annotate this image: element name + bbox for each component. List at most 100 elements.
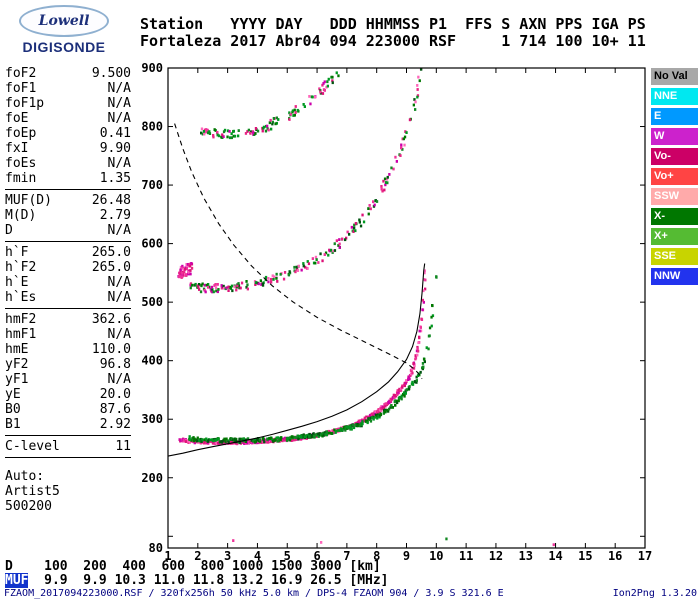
logo-brand-text: Lowell [38, 13, 90, 29]
param-label: fmin [5, 171, 37, 186]
svg-text:900: 900 [141, 61, 163, 75]
legend-item-e: E [651, 108, 698, 125]
param-value: N/A [107, 223, 131, 238]
legend-item-sse: SSE [651, 248, 698, 265]
param-row-fof1: foF1 N/A [5, 81, 131, 96]
x-axis: 1 2 3 4 5 6 7 8 9 10 11 12 13 14 15 16 17 [164, 68, 652, 563]
svg-text:200: 200 [141, 471, 163, 485]
status-program-version: Ion2Png 1.3.20 [612, 588, 697, 599]
param-row-yf2: yF2 96.8 [5, 357, 131, 372]
svg-text:600: 600 [141, 237, 163, 251]
svg-text:15: 15 [578, 549, 592, 563]
param-label: foF1p [5, 96, 45, 111]
param-row-hmf1: hmF1 N/A [5, 327, 131, 342]
svg-text:800: 800 [141, 120, 163, 134]
param-value: 2.92 [99, 417, 131, 432]
param-value: N/A [107, 275, 131, 290]
param-label: yE [5, 387, 21, 402]
param-value: 9.500 [91, 66, 131, 81]
param-label: h`F2 [5, 260, 37, 275]
param-row-ye: yE 20.0 [5, 387, 131, 402]
param-row-c-level: C-level 11 [5, 439, 131, 454]
legend-item-x: X+ [651, 228, 698, 245]
status-bar: FZAOM_2017094223000.RSF / 320fx256h 50 k… [4, 588, 697, 599]
svg-text:16: 16 [608, 549, 622, 563]
param-value: 2.79 [99, 208, 131, 223]
auto-info-line: 500200 [5, 499, 52, 514]
muf-row: MUF 9.9 9.9 10.3 11.0 11.8 13.2 16.9 26.… [5, 573, 389, 588]
svg-text:500: 500 [141, 295, 163, 309]
param-row-m-d: M(D) 2.79 [5, 208, 131, 223]
svg-text:7: 7 [343, 549, 350, 563]
param-label: M(D) [5, 208, 37, 223]
svg-text:700: 700 [141, 178, 163, 192]
svg-text:14: 14 [548, 549, 562, 563]
auto-info-line: Auto: [5, 469, 45, 484]
param-label: MUF(D) [5, 193, 52, 208]
param-row-fof2: foF2 9.500 [5, 66, 131, 81]
param-label: B0 [5, 402, 21, 417]
param-value: 265.0 [91, 245, 131, 260]
legend-item-vo: Vo- [651, 148, 698, 165]
param-row-fof1p: foF1p N/A [5, 96, 131, 111]
param-label: yF2 [5, 357, 29, 372]
legend-item-w: W [651, 128, 698, 145]
param-label: h`E [5, 275, 29, 290]
topside-profile [174, 123, 423, 380]
param-value: N/A [107, 372, 131, 387]
param-value: N/A [107, 111, 131, 126]
param-row-hme: hmE 110.0 [5, 342, 131, 357]
panel-separator [5, 435, 131, 436]
auto-info-line: Artist5 [5, 484, 60, 499]
svg-text:300: 300 [141, 412, 163, 426]
svg-text:4: 4 [254, 549, 261, 563]
param-row-foep: foEp 0.41 [5, 126, 131, 141]
svg-text:5: 5 [284, 549, 291, 563]
param-label: foE [5, 111, 29, 126]
panel-separator [5, 457, 131, 458]
muf-label: MUF [5, 573, 29, 588]
param-value: 9.90 [99, 141, 131, 156]
param-value: 265.0 [91, 260, 131, 275]
lowell-logo-oval: Lowell [19, 5, 109, 37]
param-row-fxi: fxI 9.90 [5, 141, 131, 156]
param-value: N/A [107, 290, 131, 305]
svg-text:10: 10 [429, 549, 443, 563]
legend-item-vo: Vo+ [651, 168, 698, 185]
svg-text:6: 6 [313, 549, 320, 563]
svg-text:13: 13 [519, 549, 533, 563]
param-label: yF1 [5, 372, 29, 387]
param-label: hmF1 [5, 327, 37, 342]
muf-table: D 100 200 400 600 800 1000 1500 3000 [km… [5, 560, 389, 588]
param-value: 87.6 [99, 402, 131, 417]
legend-item-x: X- [651, 208, 698, 225]
legend-item-nnw: NNW [651, 268, 698, 285]
param-value: 26.48 [91, 193, 131, 208]
param-row-fmin: fmin 1.35 [5, 171, 131, 186]
station-header: Station YYYY DAY DDD HHMMSS P1 FFS S AXN… [140, 16, 646, 50]
param-row-yf1: yF1 N/A [5, 372, 131, 387]
param-value: 96.8 [99, 357, 131, 372]
param-label: C-level [5, 439, 60, 454]
svg-text:3: 3 [224, 549, 231, 563]
param-row-h-f2: h`F2 265.0 [5, 260, 131, 275]
svg-text:400: 400 [141, 354, 163, 368]
param-row-h-f: h`F 265.0 [5, 245, 131, 260]
param-value: 11 [115, 439, 131, 454]
artist-trace-fit [168, 263, 426, 457]
doppler-legend: No Val NNE E W Vo- Vo+ SSW X- X+ SSE NNW [651, 68, 698, 288]
param-label: hmF2 [5, 312, 37, 327]
legend-item-ssw: SSW [651, 188, 698, 205]
param-row-b1: B1 2.92 [5, 417, 131, 432]
legend-item-nne: NNE [651, 88, 698, 105]
param-label: h`Es [5, 290, 37, 305]
param-value: N/A [107, 156, 131, 171]
param-label: fxI [5, 141, 29, 156]
echo-traces [177, 68, 555, 547]
logo-product-text: DIGISONDE [22, 39, 106, 55]
svg-text:1: 1 [164, 549, 171, 563]
param-value: N/A [107, 81, 131, 96]
panel-separator [5, 189, 131, 190]
